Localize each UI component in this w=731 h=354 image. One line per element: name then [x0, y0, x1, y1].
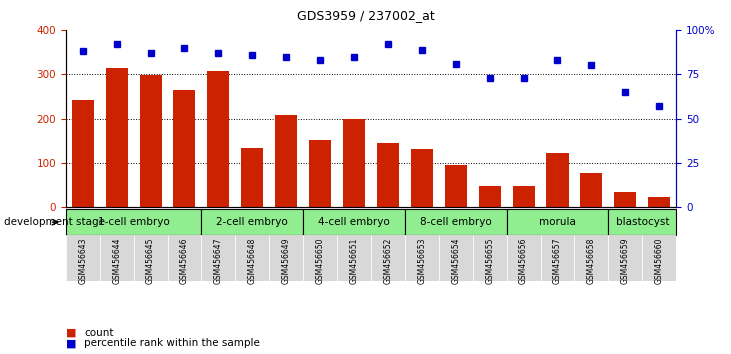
Bar — [343, 119, 365, 207]
Bar — [241, 148, 263, 207]
Bar — [643, 235, 676, 281]
Bar — [580, 173, 602, 207]
Text: GSM456644: GSM456644 — [112, 238, 121, 284]
Text: GSM456656: GSM456656 — [519, 238, 528, 284]
Bar — [444, 165, 467, 207]
Text: GSM456652: GSM456652 — [384, 238, 393, 284]
Bar — [507, 235, 540, 281]
Bar — [309, 140, 331, 207]
Text: ■: ■ — [66, 328, 76, 338]
Text: ■: ■ — [66, 338, 76, 348]
Bar — [512, 186, 534, 207]
Text: GSM456659: GSM456659 — [621, 238, 630, 284]
Bar — [608, 235, 643, 281]
Text: GSM456647: GSM456647 — [214, 238, 223, 284]
Text: GSM456648: GSM456648 — [248, 238, 257, 284]
Bar — [479, 186, 501, 207]
Bar — [303, 209, 405, 235]
Bar — [202, 209, 303, 235]
Bar — [72, 99, 94, 207]
Bar — [507, 209, 608, 235]
Text: GSM456649: GSM456649 — [281, 238, 291, 284]
Bar — [66, 209, 202, 235]
Bar — [235, 235, 269, 281]
Bar — [371, 235, 405, 281]
Text: count: count — [84, 328, 113, 338]
Text: 1-cell embryo: 1-cell embryo — [98, 217, 170, 227]
Bar — [405, 235, 439, 281]
Bar — [608, 209, 676, 235]
Text: GSM456660: GSM456660 — [655, 238, 664, 284]
Text: GSM456657: GSM456657 — [553, 238, 562, 284]
Bar — [337, 235, 371, 281]
Bar — [575, 235, 608, 281]
Bar — [134, 235, 167, 281]
Text: GSM456645: GSM456645 — [146, 238, 155, 284]
Text: GSM456646: GSM456646 — [180, 238, 189, 284]
Bar — [540, 235, 575, 281]
Text: blastocyst: blastocyst — [616, 217, 669, 227]
Text: 2-cell embryo: 2-cell embryo — [216, 217, 288, 227]
Bar — [167, 235, 202, 281]
Text: development stage: development stage — [4, 217, 105, 227]
Bar — [411, 149, 433, 207]
Bar — [473, 235, 507, 281]
Text: GSM456655: GSM456655 — [485, 238, 494, 284]
Bar — [377, 143, 399, 207]
Bar — [99, 235, 134, 281]
Bar — [439, 235, 473, 281]
Bar — [173, 90, 195, 207]
Text: morula: morula — [539, 217, 576, 227]
Bar — [106, 68, 128, 207]
Bar — [547, 153, 569, 207]
Bar — [614, 193, 636, 207]
Bar — [269, 235, 303, 281]
Text: 4-cell embryo: 4-cell embryo — [318, 217, 390, 227]
Bar — [202, 235, 235, 281]
Bar — [648, 198, 670, 207]
Bar — [66, 235, 99, 281]
Bar — [405, 209, 507, 235]
Text: percentile rank within the sample: percentile rank within the sample — [84, 338, 260, 348]
Bar — [208, 71, 230, 207]
Text: GSM456651: GSM456651 — [349, 238, 358, 284]
Bar — [140, 75, 162, 207]
Text: GSM456658: GSM456658 — [587, 238, 596, 284]
Text: GSM456650: GSM456650 — [316, 238, 325, 284]
Text: GSM456654: GSM456654 — [451, 238, 461, 284]
Bar — [303, 235, 337, 281]
Text: GSM456653: GSM456653 — [417, 238, 426, 284]
Text: GDS3959 / 237002_at: GDS3959 / 237002_at — [297, 9, 434, 22]
Bar — [275, 115, 298, 207]
Text: GSM456643: GSM456643 — [78, 238, 87, 284]
Text: 8-cell embryo: 8-cell embryo — [420, 217, 492, 227]
